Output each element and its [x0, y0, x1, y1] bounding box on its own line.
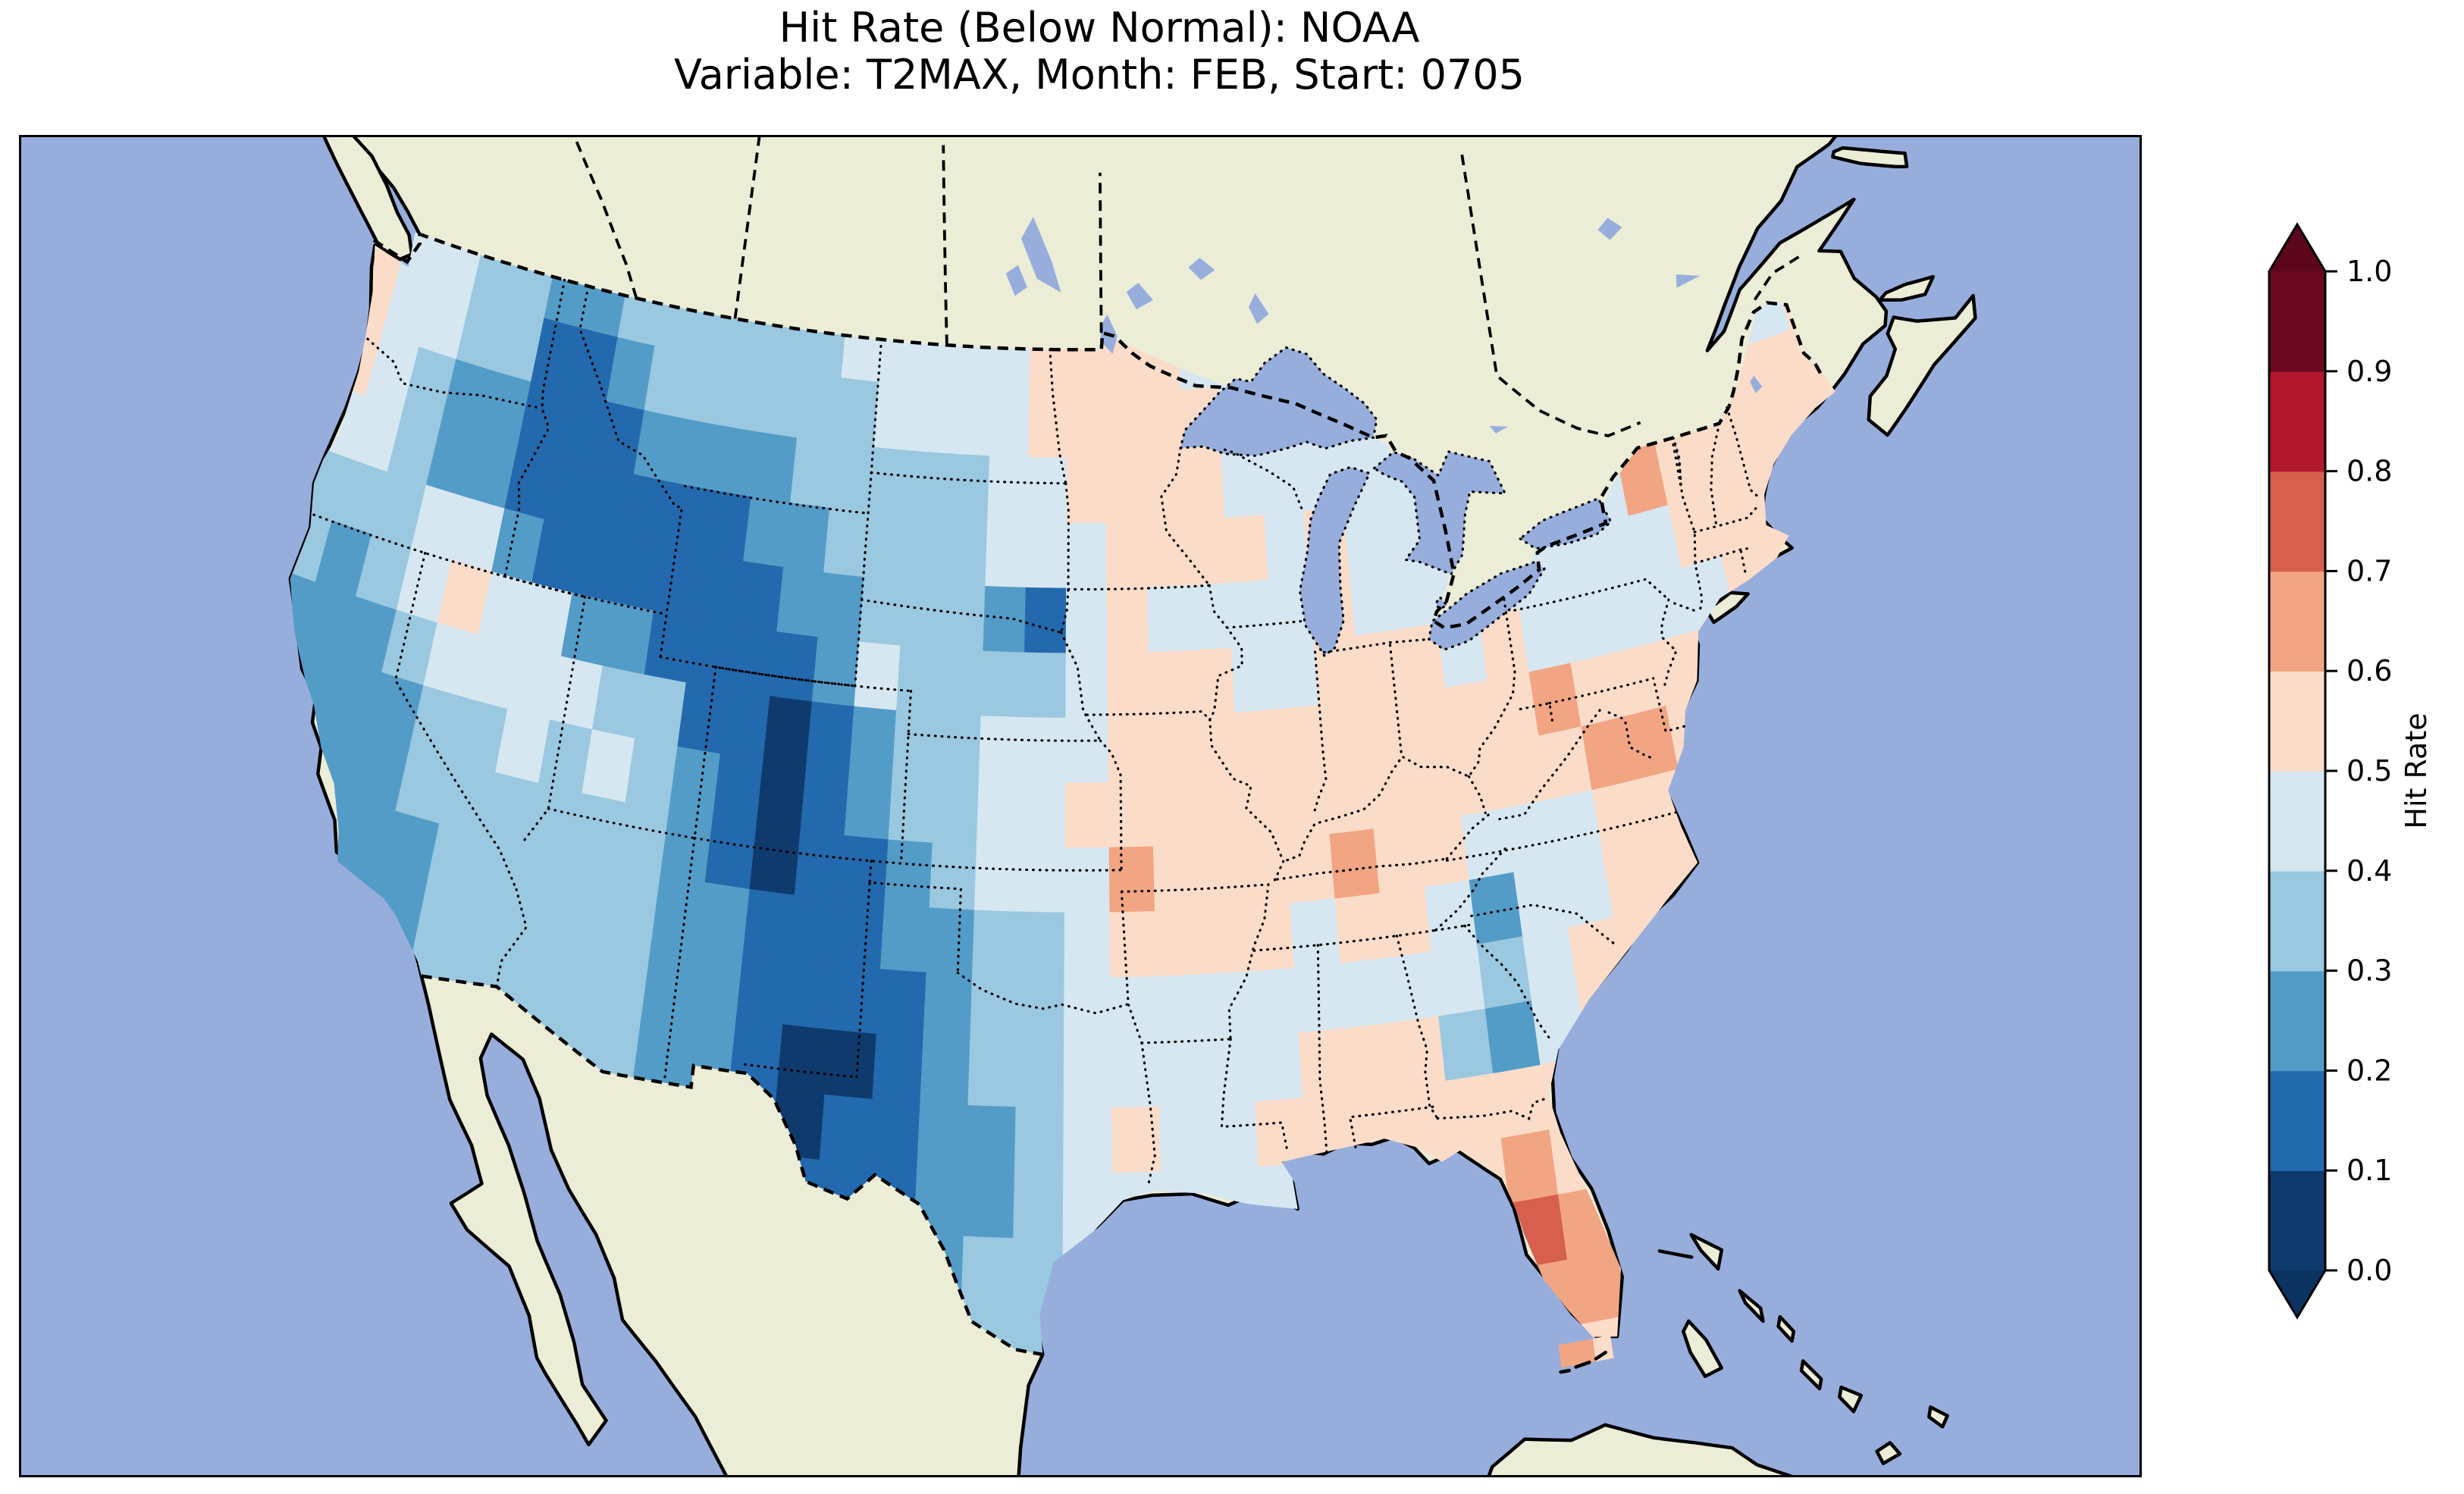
- colorbar-bin: [2269, 771, 2325, 872]
- colorbar-bin: [2269, 870, 2325, 972]
- bahamas-island: [1689, 1232, 1724, 1271]
- great-lake: [1518, 496, 1613, 550]
- lake: [1249, 293, 1269, 324]
- map-canvas: [21, 137, 2140, 1475]
- colorbar-tick-label: 0.3: [2346, 954, 2392, 988]
- bahamas-island: [1682, 1319, 1724, 1379]
- bahamas-island: [1799, 1359, 1823, 1391]
- lake: [1489, 426, 1508, 434]
- great-lake: [1179, 346, 1378, 457]
- colorbar-bin: [2269, 671, 2325, 772]
- colorbar-tick-label: 0.5: [2346, 754, 2392, 788]
- pei: [1878, 274, 1936, 302]
- colorbar-bin: [2269, 1070, 2325, 1171]
- colorbar-tick-label: 0.7: [2346, 554, 2392, 587]
- bahamas-island: [1738, 1289, 1765, 1323]
- chart-subtitle: Variable: T2MAX, Month: FEB, Start: 0705: [673, 51, 1525, 99]
- lake: [1188, 258, 1215, 280]
- colorbar-canvas: 0.0 0.1 0.2 0.3 0.4 0.5 0.6 0.7 0.8 0.9 1.0 Hit Rat…: [2199, 189, 2464, 1367]
- colorbar-tick-label: 1.0: [2346, 255, 2392, 288]
- colorbar-bin: [2269, 471, 2325, 572]
- colorbar-tick-label: 0.8: [2346, 455, 2392, 488]
- country-borders-layer: [372, 137, 1825, 1357]
- colorbar-bin: [2269, 1170, 2325, 1271]
- colorbar-bin: [2269, 271, 2325, 372]
- colorbar-tick-label: 0.0: [2346, 1254, 2392, 1287]
- cuba: [1487, 1423, 1794, 1475]
- great-lake: [1298, 465, 1372, 658]
- bahamas-island: [1927, 1405, 1949, 1429]
- colorbar-tick-label: 0.9: [2346, 355, 2392, 388]
- colorbar-arrow-low: [2269, 1270, 2325, 1317]
- bahamas-island: [1838, 1385, 1864, 1414]
- chart-title: Hit Rate (Below Normal): NOAA: [779, 4, 1420, 52]
- colorbar-bin: [2269, 371, 2325, 472]
- colorbar-bin: [2269, 571, 2325, 672]
- colorbar-tick-label: 0.1: [2346, 1154, 2392, 1187]
- colorbar-bin: [2269, 970, 2325, 1072]
- great-lake: [1427, 560, 1547, 651]
- lake: [1126, 283, 1154, 310]
- inagua: [1875, 1441, 1902, 1465]
- bahamas-island: [1657, 1249, 1694, 1259]
- state-borders-layer: [312, 278, 1760, 1184]
- lake: [1676, 274, 1700, 288]
- anticosti: [1831, 146, 1909, 169]
- map-axes: [19, 135, 2142, 1477]
- bahamas-island: [1776, 1314, 1796, 1343]
- nova-scotia: [1867, 293, 1977, 437]
- lake: [1750, 375, 1763, 393]
- extra-cells-layer: [1558, 1335, 1614, 1368]
- lake: [1597, 218, 1622, 240]
- florida-keys: [1559, 1350, 1607, 1374]
- colorbar-axis-label: Hit Rate: [2400, 713, 2433, 828]
- lake: [1020, 216, 1061, 293]
- colorbar-tick-label: 0.2: [2346, 1054, 2392, 1087]
- canada-lakes-layer: [1005, 216, 1763, 434]
- lake: [1005, 265, 1027, 296]
- colorbar-tick-label: 0.6: [2346, 654, 2392, 687]
- great-lake: [1434, 596, 1450, 611]
- colorbar-tick-label: 0.4: [2346, 854, 2392, 888]
- colorbar-arrow-high: [2269, 224, 2325, 271]
- colorbar: 0.0 0.1 0.2 0.3 0.4 0.5 0.6 0.7 0.8 0.9 1.0 Hit Rat…: [2199, 189, 2464, 1364]
- chart-title-block: Hit Rate (Below Normal): NOAA Variable: …: [30, 5, 2168, 99]
